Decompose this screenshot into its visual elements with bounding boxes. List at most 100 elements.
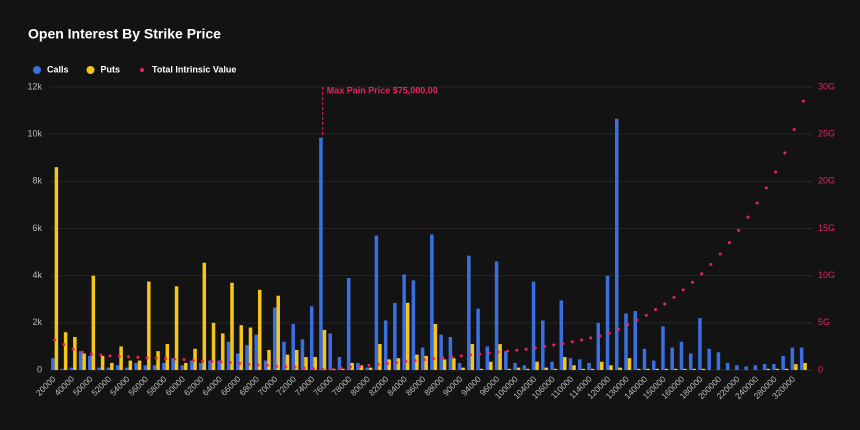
line-point: [727, 241, 731, 245]
bar: [282, 341, 286, 370]
bar: [285, 354, 290, 370]
bar: [202, 262, 207, 370]
bar: [309, 306, 314, 370]
bar: [147, 281, 151, 370]
line-point: [450, 355, 454, 359]
bar: [424, 355, 428, 370]
bar: [137, 360, 142, 370]
bar: [319, 137, 323, 370]
bar: [541, 320, 545, 370]
line-point: [533, 346, 537, 350]
bar: [119, 346, 123, 370]
bar: [51, 358, 55, 370]
bar: [439, 334, 443, 370]
y2-tick-label: 20G: [818, 176, 835, 186]
bar: [544, 367, 549, 370]
bar: [211, 322, 216, 370]
line-point: [422, 358, 426, 362]
bar: [368, 367, 373, 370]
bar: [100, 355, 105, 370]
bar: [430, 234, 434, 370]
bar: [235, 353, 240, 370]
bar: [184, 362, 188, 370]
line-point: [690, 280, 694, 284]
bar: [633, 311, 637, 370]
line-point: [404, 360, 408, 364]
line-point: [709, 262, 713, 266]
line-point: [108, 354, 112, 358]
bar: [226, 341, 231, 370]
bar: [698, 318, 702, 370]
legend-marker: [140, 68, 145, 72]
bar: [489, 361, 493, 370]
bar: [221, 333, 225, 370]
line-point: [598, 334, 602, 338]
line-point: [136, 355, 140, 359]
annotation-text: Max Pain Price $75,000.00: [327, 85, 438, 95]
bar: [162, 362, 166, 370]
legend-marker: [33, 66, 41, 74]
y-tick-label: 8k: [32, 176, 42, 186]
bar: [239, 325, 244, 370]
bar: [794, 364, 798, 370]
bar: [328, 333, 332, 370]
bar: [69, 367, 74, 370]
bar: [784, 368, 789, 370]
bar: [670, 347, 674, 370]
bar: [627, 358, 632, 370]
bar: [642, 348, 647, 370]
bar: [304, 357, 308, 370]
bar: [152, 365, 157, 370]
line-point: [755, 201, 759, 205]
line-point: [348, 365, 352, 369]
line-point: [681, 288, 685, 292]
line-point: [561, 342, 565, 346]
line-point: [256, 363, 260, 367]
line-point: [570, 340, 574, 344]
line-point: [644, 313, 648, 317]
line-point: [265, 363, 269, 367]
bar: [661, 326, 665, 370]
bar: [725, 362, 730, 370]
bar: [766, 368, 770, 370]
line-point: [552, 343, 556, 347]
bar: [156, 351, 160, 370]
bar: [230, 282, 234, 370]
line-point: [737, 228, 741, 232]
line-point: [515, 348, 519, 352]
line-point: [367, 363, 371, 367]
bar: [559, 300, 564, 370]
bar: [106, 367, 111, 370]
bar: [415, 354, 419, 370]
line-point: [247, 362, 251, 366]
bar: [374, 235, 379, 370]
line-point: [53, 338, 57, 342]
bar: [692, 368, 696, 370]
bar: [762, 364, 767, 370]
bar: [494, 261, 499, 370]
line-point: [117, 354, 121, 358]
line-point: [580, 338, 584, 342]
bar: [433, 324, 438, 370]
line-point: [145, 356, 149, 360]
bar: [535, 361, 539, 370]
bar: [346, 278, 351, 370]
bar: [485, 346, 490, 370]
bar: [402, 274, 406, 370]
bar: [91, 275, 96, 370]
bar: [673, 368, 678, 370]
line-point: [358, 364, 362, 368]
bar: [248, 327, 253, 370]
line-point: [663, 302, 667, 306]
y-tick-label: 0: [37, 364, 42, 374]
line-point: [432, 357, 436, 361]
y-tick-label: 6k: [32, 223, 42, 233]
legend-label: Puts: [101, 64, 121, 74]
bar: [479, 368, 484, 370]
line-point: [385, 361, 389, 365]
bar: [550, 361, 554, 370]
bar: [448, 336, 453, 370]
legend-marker: [86, 66, 95, 74]
y-tick-label: 4k: [32, 270, 42, 280]
